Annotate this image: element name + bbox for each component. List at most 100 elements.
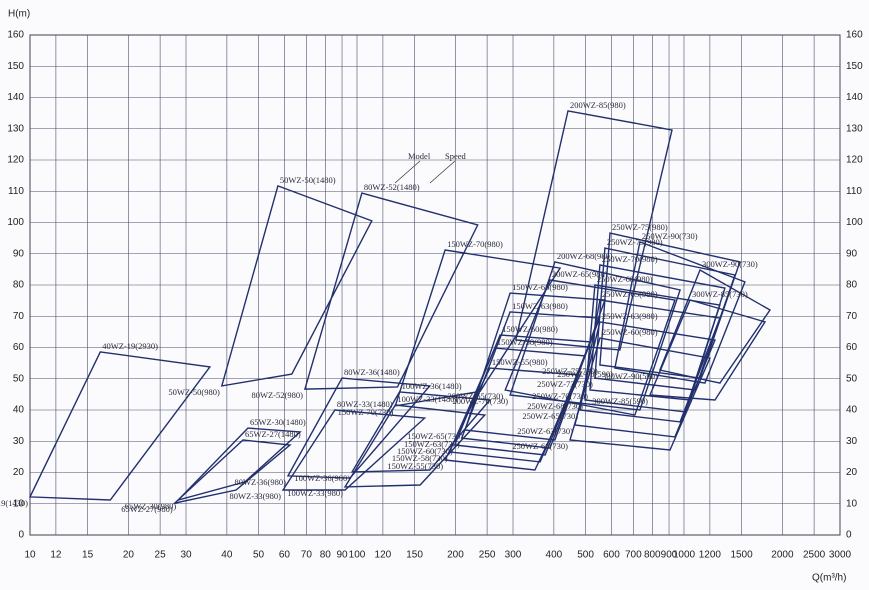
region-label: 40WZ-19(2930): [102, 341, 158, 351]
region-label: 50WZ-50(1480): [280, 175, 336, 185]
region-label: 250WZ-68(730): [527, 401, 583, 411]
region-label: 80WZ-52(1480): [364, 182, 420, 192]
pump-region: [303, 192, 479, 390]
x-tick-label: 2000: [771, 550, 794, 561]
pump-region: [350, 391, 492, 473]
region-label: 150WZ-58(730): [392, 453, 448, 463]
pump-region: [220, 184, 373, 387]
region-label: 150WZ-55(730): [387, 461, 443, 471]
region-label: 250WZ-75(980): [612, 222, 668, 232]
x-tick-label: 1200: [699, 550, 722, 561]
y-tick-label: 130: [7, 123, 24, 134]
region-label: 250WZ-63(730): [517, 426, 573, 436]
pump-region: [460, 311, 601, 449]
annotation: Speed: [445, 151, 467, 161]
region-label: 300WZ-90(590): [602, 371, 658, 381]
annotation: Model: [408, 151, 431, 161]
x-tick-label: 90: [336, 550, 348, 561]
y-tick-label: 70: [13, 311, 25, 322]
region-label: 100WZ-36(980): [294, 473, 350, 483]
x-tick-label: 30: [180, 550, 192, 561]
x-tick-label: 80: [320, 550, 332, 561]
y-tick-label: 20: [13, 467, 25, 478]
region-label: 200WZ-65(730): [448, 391, 504, 401]
x-tick-label: 300: [505, 550, 522, 561]
region-label: 65WZ-27(1480): [245, 429, 301, 439]
x-tick-label: 1500: [730, 550, 753, 561]
y-tick-label: 150: [7, 61, 24, 72]
y-tick-label: 40: [13, 405, 25, 416]
y2-tick-label: 30: [846, 436, 858, 447]
pump-region: [579, 299, 721, 423]
region-label: 200WZ-68(980): [557, 251, 613, 261]
y2-tick-label: 140: [846, 92, 863, 103]
x-tick-label: 500: [577, 550, 594, 561]
x-tick-label: 900: [661, 550, 678, 561]
region-label: 250WZ-63(980): [602, 311, 658, 321]
x-tick-label: 400: [546, 550, 563, 561]
y2-tick-label: 90: [846, 248, 858, 259]
y2-tick-label: 70: [846, 311, 858, 322]
x-tick-label: 50: [253, 550, 265, 561]
pump-region: [444, 367, 582, 471]
region-label: 80WZ-52(980): [251, 390, 303, 400]
region-label: 80WZ-36(980): [234, 477, 286, 487]
y2-tick-label: 50: [846, 373, 858, 384]
region-label: 100WZ-33(980): [287, 488, 343, 498]
region-label: 40WZ-19(1430): [0, 498, 28, 508]
y2-tick-label: 110: [846, 186, 862, 197]
y-tick-label: 80: [13, 280, 25, 291]
region-label: 50WZ-50(980): [168, 387, 220, 397]
pump-region: [574, 321, 716, 438]
x-tick-label: 250: [479, 550, 496, 561]
x-tick-label: 40: [221, 550, 233, 561]
x-tick-label: 100: [349, 550, 366, 561]
region-label: 250WZ-90(730): [642, 231, 698, 241]
region-label: 300WZ-85(590): [592, 396, 648, 406]
region-label: 200WZ-85(980): [570, 100, 626, 110]
x-tick-label: 200: [447, 550, 464, 561]
pump-region: [172, 439, 292, 505]
x-tick-label: 10: [24, 550, 36, 561]
y2-tick-label: 130: [846, 123, 863, 134]
region-label: 150WZ-55(980): [492, 357, 548, 367]
region-label: 200WZ-70(730): [452, 396, 508, 406]
region-label: 250WZ-65(730): [522, 411, 578, 421]
region-label: 150WZ-65(980): [512, 282, 568, 292]
region-label: 300WZ-90(730): [702, 259, 758, 269]
y2-tick-label: 160: [846, 30, 863, 41]
x-axis-label: Q(m³/h): [812, 573, 846, 584]
x-tick-label: 20: [123, 550, 135, 561]
y-tick-label: 50: [13, 373, 25, 384]
y-tick-label: 0: [18, 530, 24, 541]
region-label: 80WZ-33(1480): [337, 399, 393, 409]
pump-region: [514, 110, 673, 351]
region-label: 250WZ-68(980): [597, 274, 653, 284]
y2-tick-label: 80: [846, 280, 858, 291]
x-tick-label: 1000: [673, 550, 696, 561]
y2-tick-label: 20: [846, 467, 858, 478]
y2-tick-label: 100: [846, 217, 863, 228]
region-label: 200WZ-65(980): [552, 269, 608, 279]
x-tick-label: 800: [644, 550, 661, 561]
x-tick-label: 120: [375, 550, 392, 561]
y2-tick-label: 150: [846, 61, 863, 72]
region-label: 150WZ-65(730): [407, 431, 463, 441]
y-tick-label: 60: [13, 342, 25, 353]
x-tick-label: 15: [82, 550, 94, 561]
region-label: 100WZ-36(1480): [402, 381, 462, 391]
y2-tick-label: 10: [846, 498, 858, 509]
y-tick-label: 10: [13, 498, 25, 509]
region-label: 150WZ-60(730): [397, 446, 453, 456]
region-label: 250WZ-70(730): [532, 391, 588, 401]
y-tick-label: 100: [7, 217, 24, 228]
pump-region: [648, 299, 767, 401]
x-tick-label: 150: [406, 550, 423, 561]
pump-region: [343, 404, 487, 488]
annotation-pointer: [394, 160, 421, 184]
region-label: 300WZ-85(730): [692, 289, 748, 299]
region-label: 250WZ-90(590): [557, 369, 613, 379]
y-tick-label: 30: [13, 436, 25, 447]
region-label: 80WZ-33(980): [230, 491, 282, 501]
region-label: 250WZ-60(730): [512, 441, 568, 451]
